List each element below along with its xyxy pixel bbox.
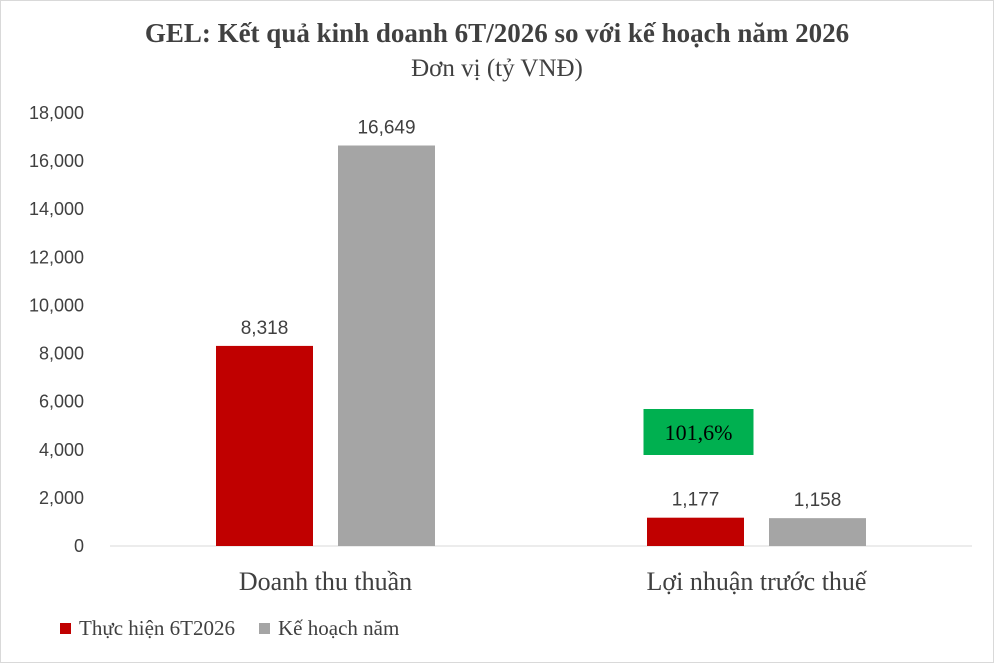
legend-label-plan: Kế hoạch năm: [278, 616, 400, 640]
y-tick-label: 0: [74, 536, 84, 556]
bar-actual: [216, 345, 313, 546]
data-label: 8,318: [241, 318, 289, 339]
data-label: 16,649: [357, 117, 415, 138]
legend-item-plan: Kế hoạch năm: [259, 616, 399, 641]
data-label: 1,158: [794, 490, 842, 511]
y-tick-label: 12,000: [29, 247, 84, 267]
y-tick-label: 10,000: [29, 295, 84, 315]
y-tick-label: 2,000: [39, 488, 84, 508]
legend-label-actual: Thực hiện 6T2026: [79, 616, 236, 640]
chart-subtitle: Đơn vị (tỷ VNĐ): [411, 55, 583, 82]
y-tick-label: 14,000: [29, 199, 84, 219]
y-tick-label: 8,000: [39, 344, 84, 364]
category-label: Lợi nhuận trước thuế: [647, 567, 868, 596]
y-tick-label: 4,000: [39, 440, 84, 460]
bar-plan: [769, 518, 866, 546]
y-tick-label: 16,000: [29, 151, 84, 171]
y-tick-label: 18,000: [29, 103, 84, 123]
ratio-badge: [643, 409, 754, 455]
legend-swatch-actual: [60, 623, 71, 634]
bar-actual: [647, 517, 744, 546]
chart-title: GEL: Kết quả kinh doanh 6T/2026 so với k…: [144, 18, 850, 48]
legend: Thực hiện 6T2026 Kế hoạch năm: [60, 616, 423, 641]
bar-plan: [338, 145, 435, 546]
ratio-badge-label: 101,6%: [665, 420, 733, 445]
y-tick-label: 6,000: [39, 392, 84, 412]
category-label: Doanh thu thuần: [239, 567, 412, 596]
data-label: 1,177: [672, 490, 720, 511]
legend-item-actual: Thực hiện 6T2026: [60, 616, 235, 641]
legend-swatch-plan: [259, 623, 271, 634]
